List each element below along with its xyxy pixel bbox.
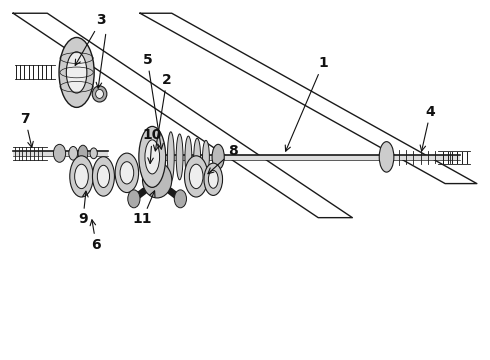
Ellipse shape <box>143 162 172 198</box>
Ellipse shape <box>92 86 107 102</box>
Text: 3: 3 <box>75 13 106 66</box>
Ellipse shape <box>74 164 88 189</box>
Ellipse shape <box>139 126 166 187</box>
Ellipse shape <box>151 134 163 151</box>
Text: 2: 2 <box>153 73 172 151</box>
Ellipse shape <box>379 141 394 172</box>
Text: 5: 5 <box>143 53 163 149</box>
Ellipse shape <box>184 156 208 197</box>
Ellipse shape <box>90 148 98 159</box>
Ellipse shape <box>70 156 93 197</box>
Ellipse shape <box>93 157 115 196</box>
Ellipse shape <box>66 52 87 93</box>
Text: 8: 8 <box>208 144 238 174</box>
Ellipse shape <box>174 190 187 208</box>
Text: 6: 6 <box>90 220 101 252</box>
Ellipse shape <box>120 162 134 184</box>
Ellipse shape <box>185 136 192 178</box>
Text: 7: 7 <box>21 112 33 147</box>
Text: 10: 10 <box>143 128 162 163</box>
Ellipse shape <box>145 140 160 174</box>
Ellipse shape <box>212 144 224 170</box>
Polygon shape <box>13 151 108 156</box>
Text: 9: 9 <box>78 191 88 226</box>
Ellipse shape <box>189 164 203 189</box>
Ellipse shape <box>128 190 140 208</box>
Ellipse shape <box>202 140 209 174</box>
Text: 4: 4 <box>420 105 435 151</box>
Ellipse shape <box>78 145 88 161</box>
Text: 1: 1 <box>285 57 328 151</box>
Text: 11: 11 <box>133 191 155 226</box>
Ellipse shape <box>53 144 66 162</box>
Ellipse shape <box>59 37 94 107</box>
Ellipse shape <box>176 134 183 180</box>
Ellipse shape <box>98 165 110 188</box>
Ellipse shape <box>115 153 139 193</box>
Ellipse shape <box>208 170 218 188</box>
Polygon shape <box>147 155 460 160</box>
Ellipse shape <box>69 147 77 160</box>
Ellipse shape <box>96 89 103 98</box>
Ellipse shape <box>204 163 222 195</box>
Ellipse shape <box>194 138 200 176</box>
Ellipse shape <box>168 132 174 182</box>
